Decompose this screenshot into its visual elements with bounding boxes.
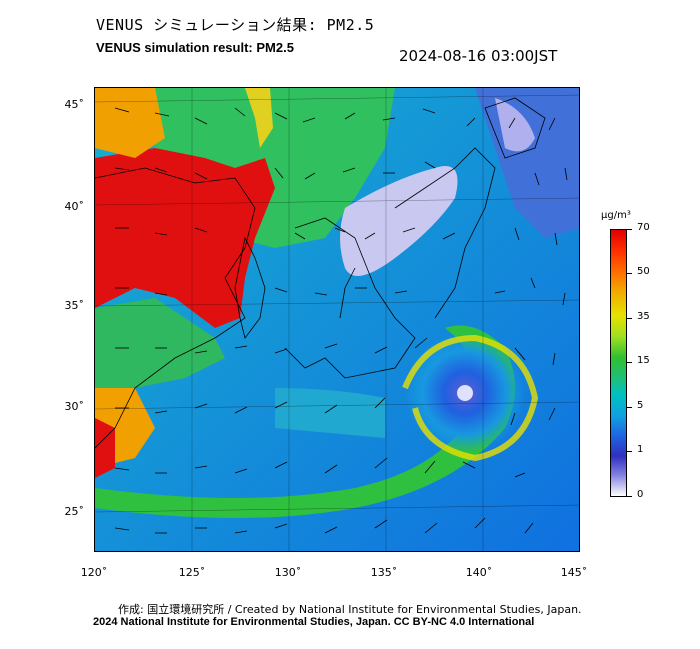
- lat-label-40: 40˚: [64, 200, 85, 213]
- colorbar-tick-70: 70: [637, 222, 650, 233]
- colorbar-mark: [627, 496, 632, 497]
- colorbar-tick-1: 1: [637, 444, 644, 455]
- sea-band: [275, 388, 385, 438]
- graticule: [95, 88, 579, 551]
- page-title-japanese: VENUS シミュレーション結果: PM2.5: [96, 16, 375, 34]
- colorbar-tick-35: 35: [637, 311, 650, 322]
- lat-label-30: 30˚: [64, 400, 85, 413]
- colorbar-unit: µg/m³: [601, 210, 631, 221]
- colorbar-tick-15: 15: [637, 355, 650, 366]
- lon-label-135: 135˚: [370, 566, 398, 579]
- lon-label-140: 140˚: [465, 566, 493, 579]
- hokkaido-area: [495, 98, 535, 152]
- lon-label-130: 130˚: [274, 566, 302, 579]
- colorbar-mark: [627, 407, 632, 408]
- south-china-red: [95, 418, 115, 478]
- east-china-sea-green: [95, 298, 225, 408]
- colorbar-tick-50: 50: [637, 266, 650, 277]
- lat-label-35: 35˚: [64, 299, 85, 312]
- typhoon-eye: [457, 385, 473, 401]
- wind-vectors: [114, 107, 568, 534]
- colorbar-mark: [627, 451, 632, 452]
- copyright-line: 2024 National Institute for Environmenta…: [93, 616, 535, 628]
- forecast-timestamp: 2024-08-16 03:00JST: [399, 47, 558, 65]
- credit-line: 作成: 国立環境研究所 / Created by National Instit…: [118, 603, 582, 616]
- map-canvas: [95, 88, 579, 551]
- lon-label-145: 145˚: [560, 566, 588, 579]
- lat-label-45: 45˚: [64, 98, 85, 111]
- typhoon-band: [402, 334, 539, 462]
- high-pm25-china: [95, 148, 275, 328]
- colorbar-mark: [627, 273, 632, 274]
- colorbar-mark: [627, 318, 632, 319]
- green-arc: [95, 325, 515, 518]
- lon-label-120: 120˚: [80, 566, 108, 579]
- coastlines: [95, 97, 546, 449]
- lon-label-125: 125˚: [178, 566, 206, 579]
- pm25-map: [94, 87, 580, 552]
- moderate-pm25-north: [95, 88, 165, 158]
- colorbar-tick-5: 5: [637, 400, 644, 411]
- colorbar-mark: [627, 229, 632, 230]
- page-title-english: VENUS simulation result: PM2.5: [96, 40, 294, 55]
- colorbar-mark: [627, 362, 632, 363]
- colorbar-tick-0: 0: [637, 489, 644, 500]
- low-concentration-swirl: [340, 166, 458, 276]
- plume-north: [245, 88, 273, 148]
- lat-label-25: 25˚: [64, 505, 85, 518]
- colorbar: [610, 229, 627, 497]
